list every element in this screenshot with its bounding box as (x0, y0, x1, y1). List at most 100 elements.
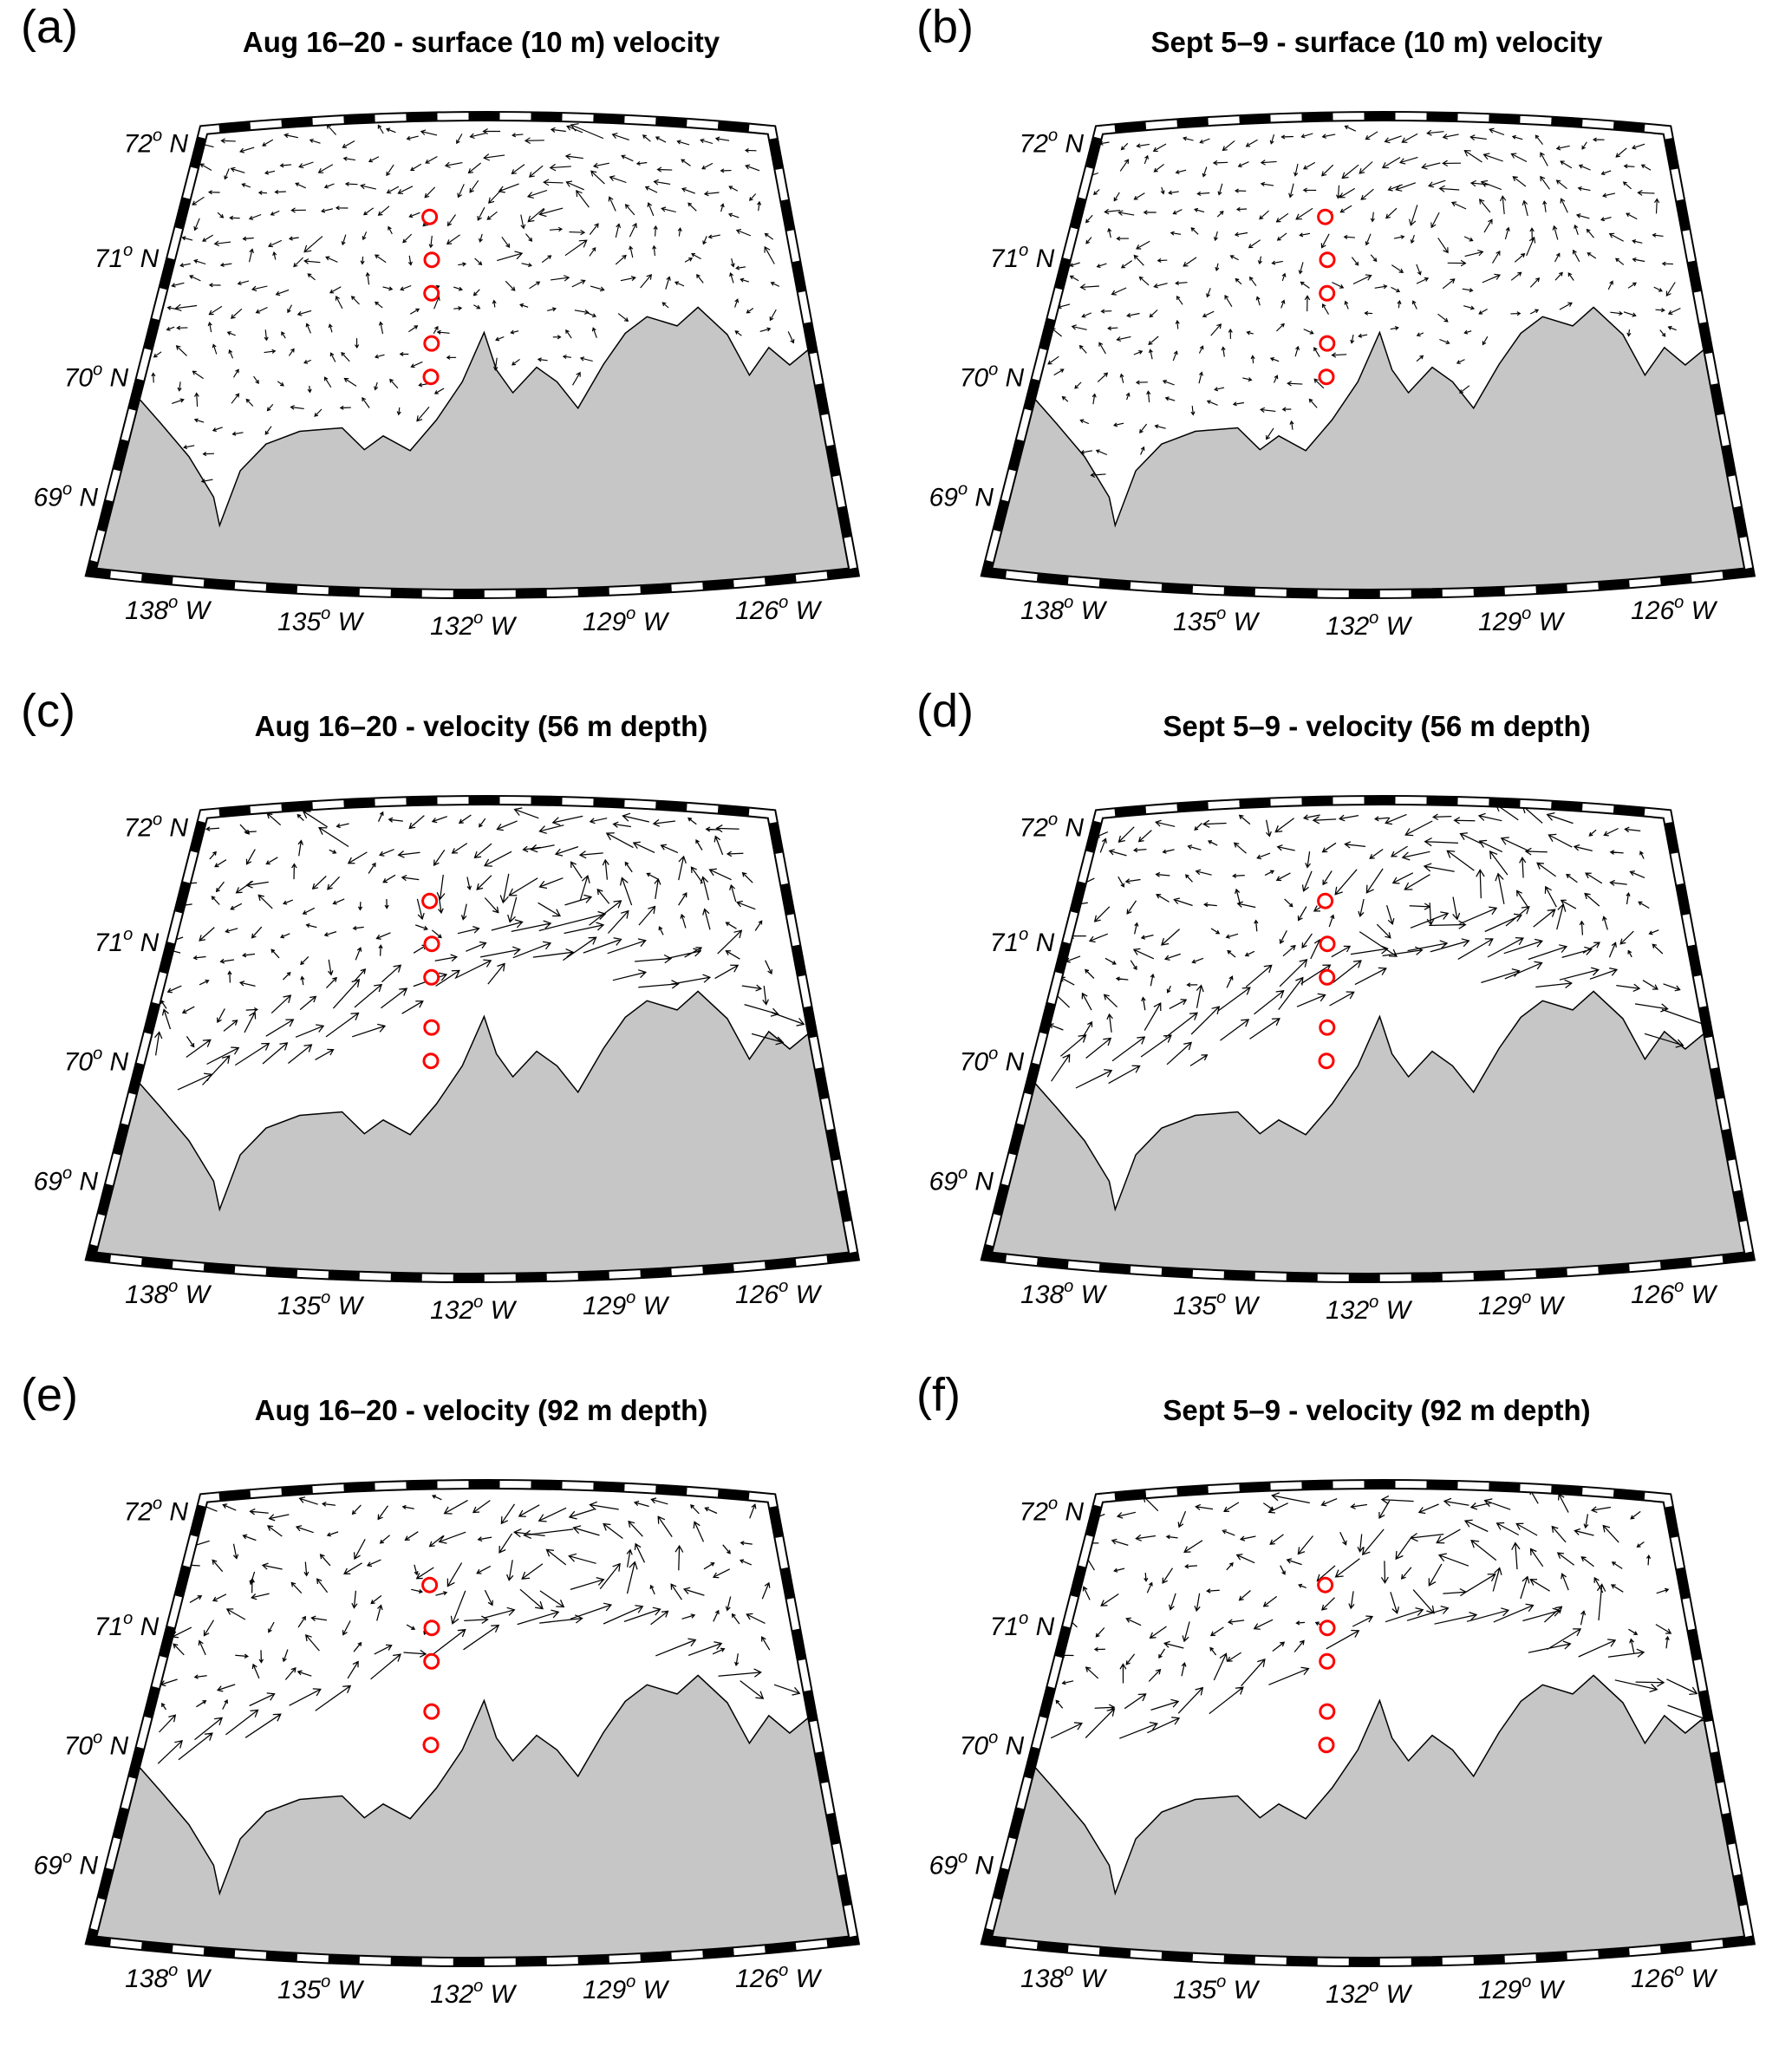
station-marker (423, 335, 440, 352)
station-marker (1319, 935, 1336, 953)
map-border-dashes (86, 1481, 858, 1965)
station-marker (422, 368, 440, 386)
lon-tick-label: 132o W (1326, 1293, 1413, 1325)
lon-tick-label: 135o W (1173, 604, 1261, 636)
station-marker (1319, 1652, 1336, 1670)
lat-tick-label: 69o N (34, 1163, 99, 1196)
panel-letter: (f) (916, 1369, 961, 1421)
lat-tick-label: 69o N (929, 1163, 994, 1196)
panel-letter: (e) (21, 1369, 78, 1421)
map-interior (987, 1489, 1750, 1962)
lat-tick-label: 70o N (64, 1729, 129, 1761)
map-border-dashes (981, 113, 1754, 597)
lon-tick-label: 135o W (277, 1288, 365, 1320)
velocity-map: 72o N 71o N 70o N 69o N 138o W 135o W 132o W 12… (34, 111, 861, 641)
lat-tick-label: 72o N (1020, 810, 1085, 842)
lat-tick-label: 70o N (960, 361, 1025, 393)
map-border-dashes (981, 1481, 1754, 1965)
lat-tick-label: 69o N (929, 1848, 994, 1880)
panel-letter: (a) (21, 1, 78, 53)
velocity-arrows (1048, 804, 1719, 1089)
station-marker (1318, 368, 1335, 386)
station-marker (1319, 335, 1336, 352)
velocity-arrows (154, 807, 805, 1091)
station-marker (422, 1737, 440, 1754)
velocity-map: 72o N 71o N 70o N 69o N 138o W 135o W 132o W 12… (34, 1479, 861, 2009)
velocity-map: 72o N 71o N 70o N 69o N 138o W 135o W 132o W 12… (34, 795, 861, 1325)
velocity-arrows (157, 1495, 801, 1764)
lon-tick-label: 132o W (1326, 609, 1413, 641)
map-interior (987, 804, 1750, 1278)
map-interior (91, 807, 854, 1278)
land-polygon (987, 990, 1750, 1278)
lat-tick-label: 71o N (990, 1609, 1055, 1641)
figure-panel-a: (a) Aug 16–20 - surface (10 m) velocity … (0, 0, 896, 684)
station-marker (423, 1620, 440, 1637)
figure-panel-c: (c) Aug 16–20 - velocity (56 m depth) 72… (0, 684, 896, 1368)
lon-tick-label: 129o W (1478, 1972, 1566, 2004)
station-marker (421, 892, 439, 909)
lon-tick-label: 129o W (583, 604, 670, 636)
panel-title: Sept 5–9 - surface (10 m) velocity (1150, 26, 1603, 58)
velocity-arrows (151, 123, 795, 484)
lon-tick-label: 132o W (430, 1293, 518, 1325)
station-marker (1317, 892, 1334, 909)
land-polygon (987, 1674, 1750, 1962)
lat-tick-label: 71o N (94, 241, 160, 273)
land-polygon (987, 306, 1750, 594)
lon-tick-label: 138o W (125, 1277, 212, 1309)
panel-title: Sept 5–9 - velocity (92 m depth) (1163, 1394, 1591, 1426)
velocity-map: 72o N 71o N 70o N 69o N 138o W 135o W 132o W 12… (929, 795, 1756, 1325)
lon-tick-label: 135o W (1173, 1288, 1261, 1320)
station-marker (1319, 1620, 1336, 1637)
lat-tick-label: 70o N (960, 1045, 1025, 1077)
panel-letter: (c) (21, 685, 75, 737)
lon-tick-label: 129o W (1478, 1288, 1566, 1320)
lat-tick-label: 71o N (94, 925, 160, 957)
panel-letter: (b) (916, 1, 974, 53)
lon-tick-label: 132o W (430, 1977, 518, 2009)
lon-tick-label: 135o W (1173, 1972, 1261, 2004)
map-border-dashes (86, 797, 858, 1281)
lat-tick-label: 71o N (94, 1609, 160, 1641)
station-marker (1319, 968, 1336, 986)
lon-tick-label: 126o W (1631, 1961, 1718, 1993)
station-marker (423, 1019, 440, 1036)
velocity-map: 72o N 71o N 70o N 69o N 138o W 135o W 132o W 12… (929, 1479, 1756, 2009)
land-polygon (91, 306, 854, 594)
lon-tick-label: 135o W (277, 604, 365, 636)
velocity-map: 72o N 71o N 70o N 69o N 138o W 135o W 132o W 12… (929, 111, 1756, 641)
lon-tick-label: 138o W (1020, 1961, 1108, 1993)
land-polygon (91, 990, 854, 1278)
lon-tick-label: 129o W (1478, 604, 1566, 636)
panel-title: Aug 16–20 - velocity (92 m depth) (254, 1394, 708, 1426)
lat-tick-label: 69o N (34, 479, 99, 512)
station-marker (1319, 1019, 1336, 1036)
velocity-arrows (1047, 125, 1681, 479)
station-marker (421, 208, 439, 225)
station-marker (1317, 208, 1334, 225)
station-marker (1319, 284, 1336, 302)
map-interior (987, 125, 1750, 594)
station-marker (1319, 1703, 1336, 1720)
figure-panel-b: (b) Sept 5–9 - surface (10 m) velocity 7… (896, 0, 1791, 684)
lon-tick-label: 138o W (125, 1961, 212, 1993)
lon-tick-label: 138o W (125, 593, 212, 625)
lon-tick-label: 129o W (583, 1972, 670, 2004)
figure-panel-e: (e) Aug 16–20 - velocity (92 m depth) 72… (0, 1368, 896, 2052)
lon-tick-label: 138o W (1020, 593, 1108, 625)
map-interior (91, 1495, 854, 1962)
lat-tick-label: 72o N (1020, 126, 1085, 158)
panel-letter: (d) (916, 685, 974, 737)
lat-tick-label: 70o N (960, 1729, 1025, 1761)
station-marker (1318, 1737, 1335, 1754)
station-marker (1318, 1053, 1335, 1070)
lat-tick-label: 69o N (929, 479, 994, 512)
figure-panel-f: (f) Sept 5–9 - velocity (92 m depth) 72o… (896, 1368, 1791, 2052)
panel-title: Aug 16–20 - surface (10 m) velocity (242, 26, 720, 58)
station-marker (1317, 1576, 1334, 1594)
panel-title: Aug 16–20 - velocity (56 m depth) (254, 710, 708, 742)
panel-title: Sept 5–9 - velocity (56 m depth) (1163, 710, 1591, 742)
lat-tick-label: 72o N (1020, 1494, 1085, 1526)
